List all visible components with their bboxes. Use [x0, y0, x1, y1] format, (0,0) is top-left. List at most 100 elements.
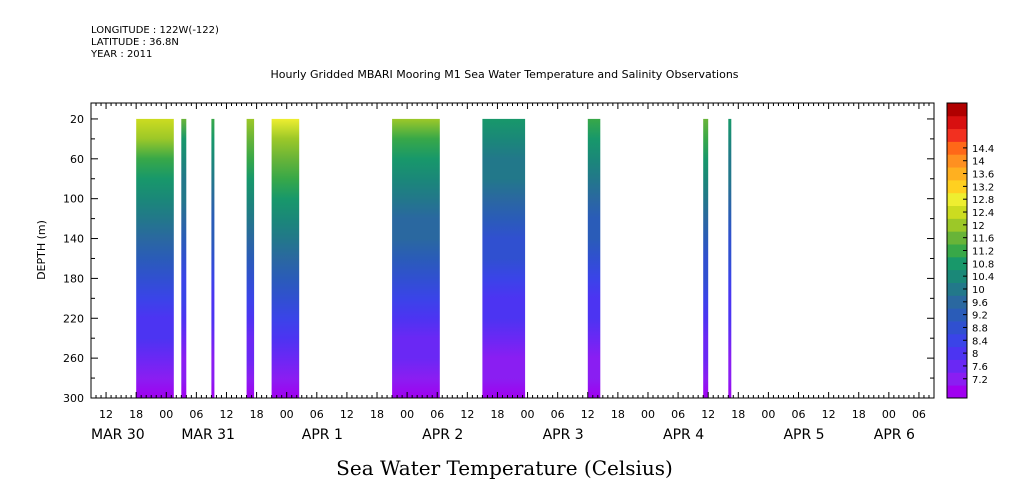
y-axis-title: DEPTH (m)	[35, 220, 48, 280]
colorbar-swatch	[947, 372, 967, 386]
data-segment	[181, 118, 187, 399]
colorbar-label: 9.2	[972, 311, 988, 322]
x-tick-label: 12	[701, 408, 715, 421]
x-tick-label: 18	[611, 408, 625, 421]
data-segment	[482, 118, 526, 399]
y-tick-label: 300	[63, 392, 84, 405]
x-tick-label: 18	[250, 408, 264, 421]
colorbar-swatch	[947, 282, 967, 296]
y-tick-label: 140	[63, 233, 84, 246]
colorbar-swatch	[947, 385, 967, 399]
x-tick-label: 00	[882, 408, 896, 421]
colorbar-swatch	[947, 192, 967, 207]
x-tick-label: 00	[280, 408, 294, 421]
x-tick-label: 18	[129, 408, 143, 421]
colorbar-label: 12	[972, 221, 985, 232]
y-tick-label: 20	[70, 113, 84, 126]
colorbar-swatch	[947, 321, 967, 335]
x-tick-label: 00	[761, 408, 775, 421]
colorbar-swatch	[947, 269, 967, 283]
year-label: YEAR : 2011	[91, 49, 153, 60]
x-tick-label: 06	[551, 408, 565, 421]
colorbar-swatch	[947, 308, 967, 322]
colorbar-label: 10	[972, 285, 985, 296]
colorbar-swatch	[947, 346, 967, 360]
x-tick-label: 06	[430, 408, 444, 421]
colorbar-label: 10.4	[972, 272, 994, 283]
x-tick-label: 12	[340, 408, 354, 421]
plot-data-layer	[136, 118, 732, 399]
colorbar-swatch	[947, 128, 967, 142]
x-day-label: APR 2	[422, 427, 463, 443]
data-segment	[136, 118, 174, 399]
colorbar-label: 13.6	[972, 170, 994, 181]
colorbar-label: 14	[972, 157, 985, 168]
colorbar-label: 8.4	[972, 336, 988, 347]
colorbar-swatch	[947, 244, 967, 258]
x-tick-label: 00	[159, 408, 173, 421]
x-day-label: APR 4	[663, 427, 704, 443]
x-tick-label: 00	[400, 408, 414, 421]
x-tick-label: 06	[310, 408, 324, 421]
x-tick-label: 18	[731, 408, 745, 421]
x-axis-ticks: 12 18 00 06 12 18 00 06 12 18 00 06 12 18 00 06 12 18 00 06…	[90, 103, 935, 443]
colorbar-label: 14.4	[972, 144, 994, 155]
colorbar-swatch	[947, 141, 967, 155]
y-tick-label: 220	[63, 312, 84, 325]
x-axis-title: Sea Water Temperature (Celsius)	[336, 456, 673, 480]
colorbar-swatch	[947, 218, 967, 232]
y-tick-label: 260	[63, 352, 84, 365]
colorbar-label: 11.2	[972, 247, 994, 258]
longitude-label: LONGITUDE : 122W(-122)	[91, 25, 219, 36]
colorbar-swatch	[947, 179, 967, 194]
x-day-label: MAR 31	[181, 427, 235, 443]
x-tick-label: 00	[641, 408, 655, 421]
x-tick-label: 06	[189, 408, 203, 421]
data-segment	[246, 118, 255, 399]
x-tick-label: 12	[822, 408, 836, 421]
colorbar-swatch	[947, 231, 967, 245]
data-segment	[392, 118, 440, 399]
x-day-label: APR 6	[874, 427, 915, 443]
colorbar-swatch	[947, 256, 967, 271]
colorbar-label: 7.6	[972, 362, 988, 373]
colorbar-label: 8.8	[972, 323, 988, 334]
colorbar-swatch	[947, 295, 967, 309]
colorbar-label: 7.2	[972, 375, 988, 386]
colorbar-legend: 7.2 7.6 8 8.4 8.89.2 9.6 10 10.4 10.811.2 11.6 12 1…	[946, 102, 994, 399]
y-axis-ticks: 20 60 100 140 180 220 260 300	[63, 113, 934, 405]
colorbar-label: 8	[972, 349, 978, 360]
y-tick-label: 180	[63, 272, 84, 285]
colorbar-swatch	[947, 167, 967, 181]
x-tick-label: 12	[460, 408, 474, 421]
x-tick-label: 06	[671, 408, 685, 421]
x-tick-label: 12	[219, 408, 233, 421]
x-day-label: APR 1	[302, 427, 343, 443]
colorbar-swatch	[947, 115, 967, 130]
data-segment	[211, 118, 215, 399]
colorbar-label: 10.8	[972, 259, 994, 270]
data-segment	[728, 118, 732, 399]
chart-title: Hourly Gridded MBARI Mooring M1 Sea Wate…	[270, 68, 739, 81]
colorbar-label: 12.8	[972, 195, 994, 206]
colorbar-swatch	[947, 359, 967, 373]
y-tick-label: 100	[63, 193, 84, 206]
colorbar-swatch	[947, 103, 967, 117]
data-segment	[703, 118, 709, 399]
x-tick-label: 06	[912, 408, 926, 421]
x-day-label: MAR 30	[91, 427, 145, 443]
y-tick-label: 60	[70, 153, 84, 166]
colorbar-swatch	[947, 205, 967, 219]
x-tick-label: 18	[852, 408, 866, 421]
data-segment	[271, 118, 300, 399]
colorbar-label: 11.6	[972, 234, 994, 245]
colorbar-swatch	[947, 333, 967, 348]
x-tick-label: 12	[581, 408, 595, 421]
x-tick-label: 18	[490, 408, 504, 421]
colorbar-label: 9.6	[972, 298, 988, 309]
latitude-label: LATITUDE : 36.8N	[91, 37, 179, 48]
x-day-label: APR 5	[783, 427, 824, 443]
x-tick-label: 00	[521, 408, 535, 421]
data-segment	[587, 118, 601, 399]
